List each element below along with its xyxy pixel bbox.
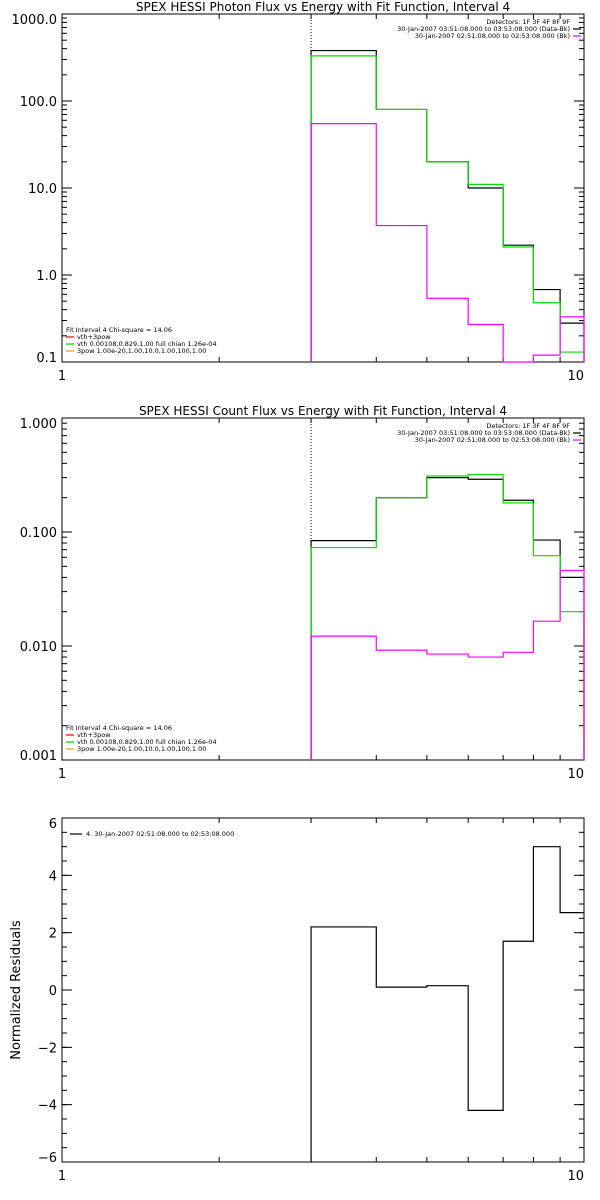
residuals-y-tick-label: 2 xyxy=(49,927,57,942)
residuals-y-tick-label: −6 xyxy=(38,1151,57,1166)
residuals-y-tick-label: 6 xyxy=(49,817,57,832)
residuals-y-axis-label: Normalized Residuals xyxy=(9,920,24,1060)
count-flux-fit-legend-text: vth+3pow xyxy=(77,731,111,739)
residuals-plot-frame xyxy=(61,817,585,1163)
count-flux-top-legend-text: 30-Jan-2007 03:51:08.000 to 03:53:08.000… xyxy=(397,429,570,437)
count-flux-series-2-line xyxy=(310,569,585,760)
count-flux-top-legend-text: Detectors: 1F 3F 4F 8F 9F xyxy=(486,422,570,430)
residuals-x-tick-label: 10 xyxy=(567,1169,584,1184)
photon-flux-fit-legend-text: vth 0.00108,0.829,1.00 full chian 1.26e-… xyxy=(77,340,217,348)
photon-flux-top-legend-text: Detectors: 1F 3F 4F 8F 9F xyxy=(486,18,570,26)
count-flux-series-1-line xyxy=(310,473,585,760)
residuals-y-tick-label: −2 xyxy=(38,1041,57,1056)
residuals-x-tick-label: 1 xyxy=(58,1169,66,1184)
photon-flux-panel: SPEX HESSI Photon Flux vs Energy with Fi… xyxy=(12,0,585,384)
photon-flux-y-tick-label: 100.0 xyxy=(20,95,57,110)
count-flux-y-tick-label: 0.100 xyxy=(20,526,57,541)
count-flux-y-tick-label: 0.001 xyxy=(20,749,57,764)
count-flux-x-tick-label: 10 xyxy=(567,767,584,782)
count-flux-fit-legend-text: 3pow 1.00e-20,1.00,10.0,1.00,100,1.00 xyxy=(77,745,206,753)
photon-flux-plot-frame xyxy=(61,13,585,363)
photon-flux-y-tick-label: 1000.0 xyxy=(12,13,58,28)
count-flux-title: SPEX HESSI Count Flux vs Energy with Fit… xyxy=(139,404,507,418)
photon-flux-top-legend-text: 30-Jan-2007 03:51:08.000 to 03:53:08.000… xyxy=(397,25,570,33)
photon-flux-series-2-line xyxy=(310,122,585,363)
count-flux-y-tick-label: 1.000 xyxy=(20,417,57,432)
residuals-y-tick-label: 0 xyxy=(49,984,57,999)
photon-flux-x-tick-label: 10 xyxy=(567,369,584,384)
count-flux-top-legend-text: 30-Jan-2007 02:51:08.000 to 02:53:08.000… xyxy=(415,436,570,444)
count-flux-panel: SPEX HESSI Count Flux vs Energy with Fit… xyxy=(20,404,585,782)
photon-flux-y-tick-label: 10.0 xyxy=(28,182,57,197)
photon-flux-y-tick-label: 0.1 xyxy=(36,351,57,366)
residuals-panel: Normalized Residuals 1 10 −6 −4 −2 0 2 4 6 4. 30-… xyxy=(9,817,585,1184)
photon-flux-fit-legend-text: Fit Interval 4 Chi-square = 14.06 xyxy=(66,326,172,334)
residuals-legend-text: 4. 30-Jan-2007 02:51:08.000 to 02:53:08.… xyxy=(86,830,234,838)
residuals-series-0-line xyxy=(310,846,584,1162)
photon-flux-series-1-line xyxy=(310,55,585,362)
photon-flux-x-tick-label: 1 xyxy=(58,369,66,384)
photon-flux-fit-legend-text: vth+3pow xyxy=(77,333,111,341)
photon-flux-fit-legend-text: 3pow 1.00e-20,1.00,10.0,1.00,100,1.00 xyxy=(77,347,206,355)
count-flux-plot-frame xyxy=(61,417,585,761)
photon-flux-top-legend-text: 30-Jan-2007 02:51:08.000 to 02:53:08.000… xyxy=(415,32,570,40)
count-flux-series-0-line xyxy=(310,477,585,760)
count-flux-fit-legend-text: Fit Interval 4 Chi-square = 14.06 xyxy=(66,724,172,732)
residuals-y-tick-label: −4 xyxy=(38,1099,57,1114)
photon-flux-y-tick-label: 1.0 xyxy=(36,269,57,284)
photon-flux-title: SPEX HESSI Photon Flux vs Energy with Fi… xyxy=(136,0,510,14)
count-flux-fit-legend-text: vth 0.00108,0.829,1.00 full chian 1.26e-… xyxy=(77,738,217,746)
residuals-y-tick-label: 4 xyxy=(49,869,57,884)
photon-flux-series-0-line xyxy=(310,49,585,362)
count-flux-x-tick-label: 1 xyxy=(58,767,66,782)
count-flux-y-tick-label: 0.010 xyxy=(20,640,57,655)
